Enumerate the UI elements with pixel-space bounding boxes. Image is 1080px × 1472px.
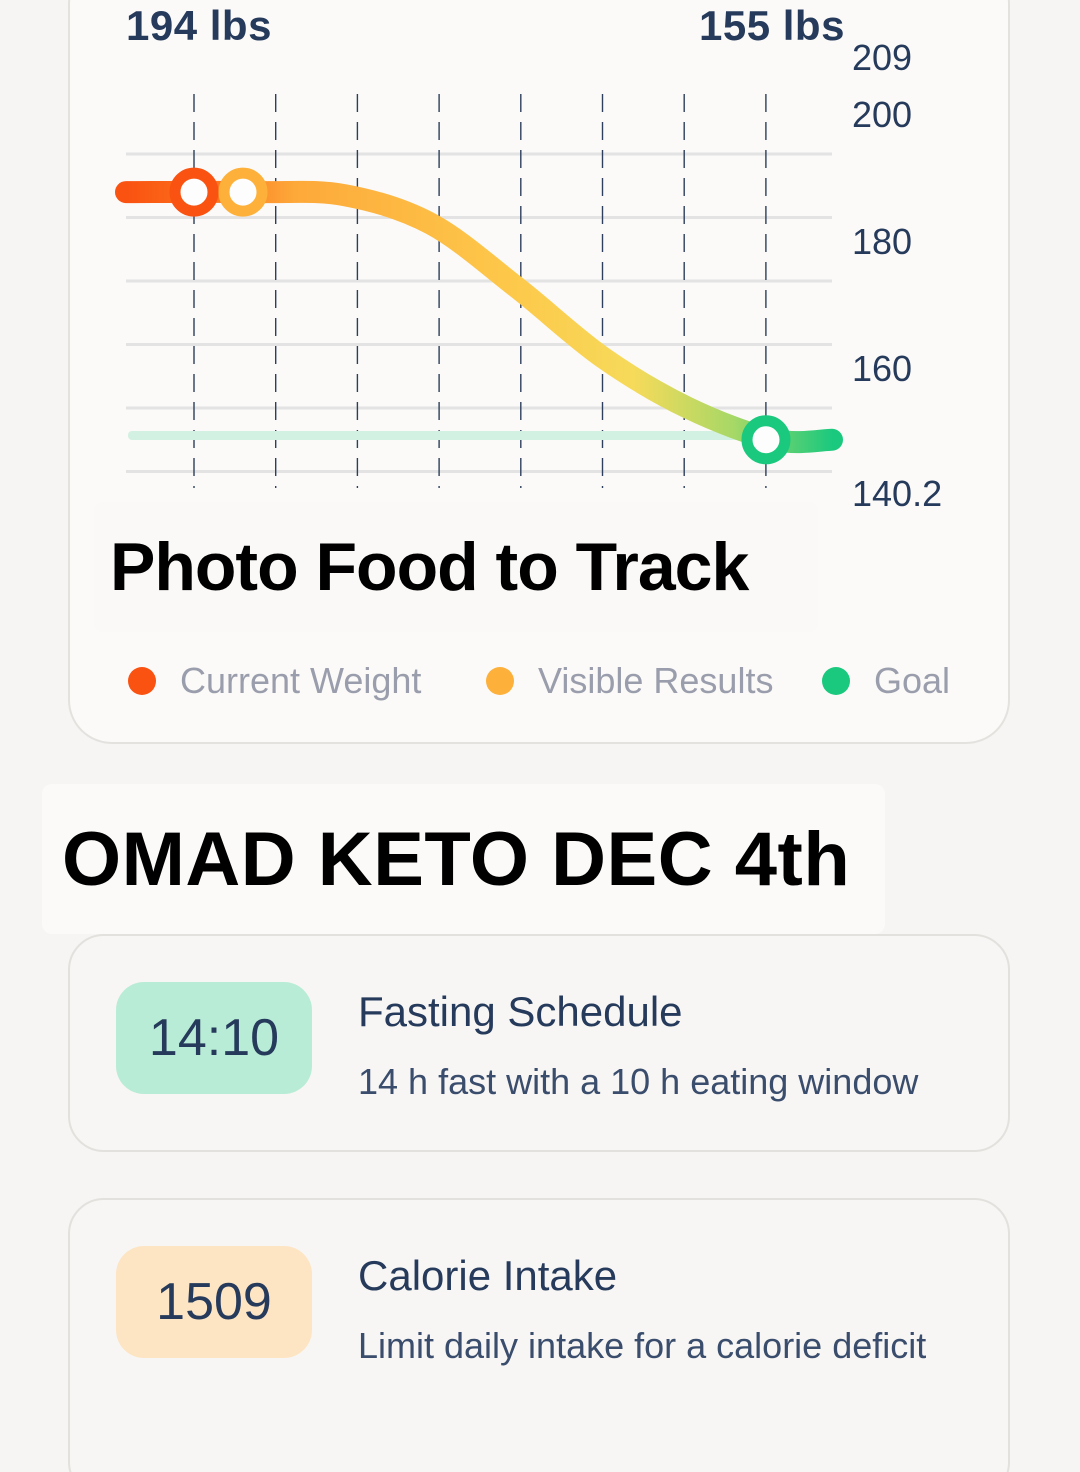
fasting-schedule-card[interactable]: 14:10 Fasting Schedule 14 h fast with a … <box>68 934 1010 1152</box>
weight-trend-line <box>115 180 843 454</box>
legend-item-goal: Goal <box>822 660 950 702</box>
visible-results-marker <box>218 167 268 217</box>
legend-label: Current Weight <box>180 660 422 701</box>
weight-chart-card: 194 lbs 155 lbs 209 200 180 160 140.2 Ph… <box>68 0 1010 744</box>
fasting-schedule-title: Fasting Schedule <box>358 988 683 1035</box>
fasting-schedule-description: 14 h fast with a 10 h eating window <box>358 1061 919 1102</box>
legend-label: Goal <box>874 660 951 701</box>
legend-label: Visible Results <box>538 660 774 701</box>
weight-chart <box>115 94 843 488</box>
chart-legend: Current Weight Visible Results Goal <box>70 660 1008 710</box>
goal-marker <box>741 415 791 465</box>
photo-food-overlay-text: Photo Food to Track <box>110 529 749 605</box>
legend-item-visible-results: Visible Results <box>486 660 773 702</box>
y-tick-label: 209 <box>852 37 913 78</box>
y-tick-label: 160 <box>852 348 913 389</box>
legend-item-current-weight: Current Weight <box>128 660 421 702</box>
legend-dot-icon <box>128 667 156 695</box>
y-tick-label: 140.2 <box>852 473 943 514</box>
legend-dot-icon <box>822 667 850 695</box>
legend-dot-icon <box>486 667 514 695</box>
current-weight-marker <box>169 167 219 217</box>
fasting-ratio-badge: 14:10 <box>116 982 312 1094</box>
calorie-badge: 1509 <box>116 1246 312 1358</box>
plan-caption-text: OMAD KETO DEC 4th <box>62 816 851 902</box>
calorie-intake-description: Limit daily intake for a calorie deficit <box>358 1325 927 1366</box>
calorie-intake-card[interactable]: 1509 Calorie Intake Limit daily intake f… <box>68 1198 1010 1472</box>
photo-food-overlay: Photo Food to Track <box>94 502 818 632</box>
goal-band <box>128 431 828 440</box>
y-tick-label: 200 <box>852 94 913 135</box>
plan-caption: OMAD KETO DEC 4th <box>42 784 885 934</box>
calorie-intake-title: Calorie Intake <box>358 1252 618 1299</box>
start-weight-label: 194 lbs <box>126 2 272 49</box>
y-tick-label: 180 <box>852 221 913 262</box>
goal-weight-label: 155 lbs <box>699 2 845 49</box>
